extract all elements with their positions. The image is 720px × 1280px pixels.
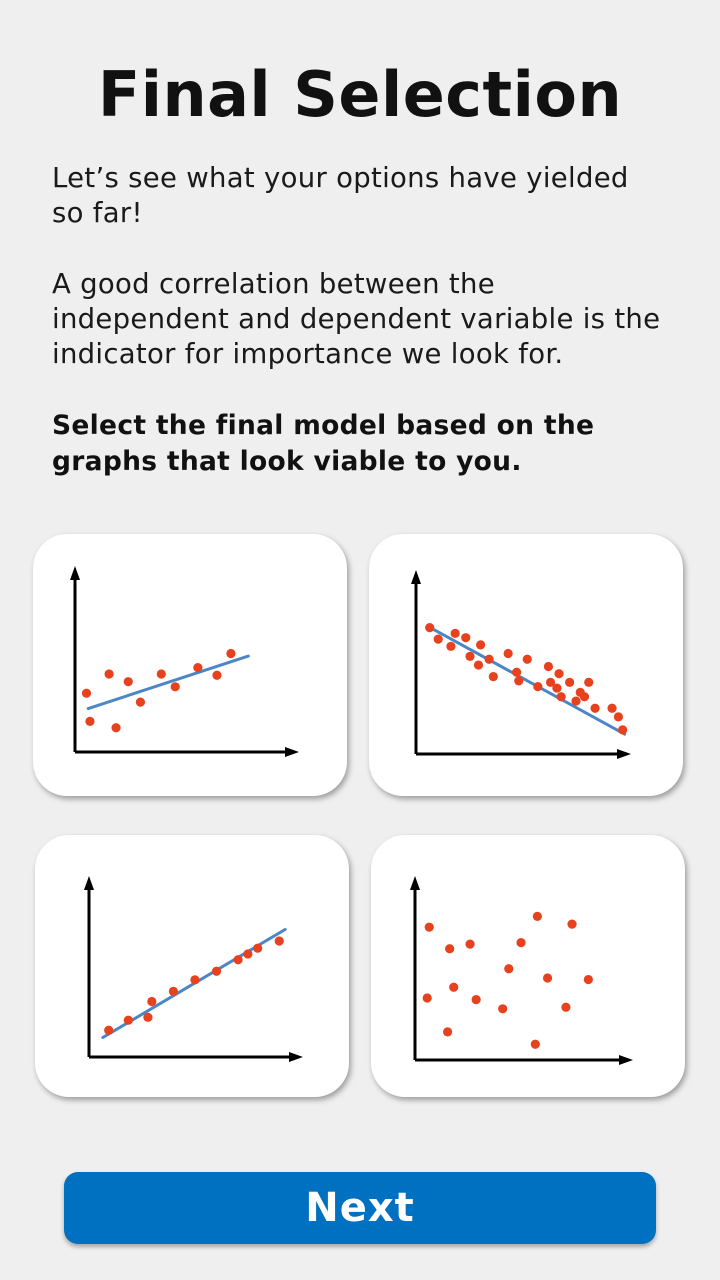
next-button[interactable]: Next xyxy=(64,1172,656,1244)
data-point xyxy=(147,996,157,1007)
data-point xyxy=(571,696,581,706)
data-point xyxy=(274,936,284,946)
data-point xyxy=(618,725,628,735)
data-point xyxy=(503,648,513,659)
data-point xyxy=(211,966,222,976)
data-point xyxy=(465,651,475,661)
data-point xyxy=(512,667,522,677)
data-point xyxy=(424,922,434,932)
data-point xyxy=(123,1015,133,1025)
data-point xyxy=(471,994,481,1005)
data-point xyxy=(473,660,484,670)
data-point xyxy=(498,1004,508,1014)
trend-line xyxy=(86,654,250,711)
graph-option-4[interactable] xyxy=(371,835,685,1097)
data-point xyxy=(607,703,617,713)
x-axis-arrow xyxy=(619,1055,633,1065)
data-point xyxy=(533,682,543,692)
data-point xyxy=(556,692,566,702)
data-point xyxy=(579,692,590,702)
y-axis-arrow xyxy=(70,566,80,580)
data-point xyxy=(545,677,556,687)
data-point xyxy=(433,634,443,644)
instruction-text: Select the final model based on the grap… xyxy=(52,410,595,477)
data-point xyxy=(156,669,166,679)
data-point xyxy=(104,1025,114,1035)
data-point xyxy=(446,641,456,651)
data-point xyxy=(450,628,460,638)
data-point xyxy=(461,633,471,643)
data-point xyxy=(170,682,180,692)
data-point xyxy=(135,697,146,707)
data-point xyxy=(504,964,514,974)
graph-option-3[interactable] xyxy=(35,835,349,1097)
data-point xyxy=(425,623,435,633)
data-point xyxy=(449,982,459,992)
data-point xyxy=(445,944,455,954)
data-point xyxy=(543,661,554,672)
data-point xyxy=(530,1039,540,1049)
data-point xyxy=(514,676,524,686)
scatter-plot-1 xyxy=(70,566,299,757)
data-point xyxy=(554,669,564,679)
data-point xyxy=(565,677,575,687)
data-point xyxy=(193,663,203,673)
graph-option-1[interactable] xyxy=(33,534,347,796)
data-point xyxy=(476,640,486,650)
data-point xyxy=(253,943,263,953)
data-point xyxy=(85,716,95,726)
x-axis-arrow xyxy=(285,747,299,757)
x-axis-arrow xyxy=(617,749,631,759)
data-point xyxy=(104,669,114,679)
data-point xyxy=(542,973,553,983)
data-point xyxy=(484,654,494,664)
data-point xyxy=(226,648,236,659)
data-point xyxy=(522,654,532,664)
data-point xyxy=(584,677,594,687)
data-point xyxy=(516,937,526,948)
y-axis-arrow xyxy=(84,876,94,890)
x-axis-arrow xyxy=(289,1052,303,1062)
data-point xyxy=(422,993,432,1003)
data-point xyxy=(488,671,498,682)
data-point xyxy=(212,670,222,680)
data-point xyxy=(81,688,92,698)
data-point xyxy=(143,1012,153,1022)
trend-line xyxy=(426,624,627,736)
data-point xyxy=(243,949,253,959)
scatter-plot-2 xyxy=(411,570,631,759)
intro-text: Let’s see what your options have yielded… xyxy=(52,162,629,229)
explanation-text: A good correlation between the independe… xyxy=(52,268,661,370)
scatter-plot-4 xyxy=(410,876,633,1065)
data-point xyxy=(123,677,133,687)
graph-option-2[interactable] xyxy=(369,534,683,796)
data-point xyxy=(567,919,577,929)
data-point xyxy=(190,975,200,985)
data-point xyxy=(613,712,623,722)
data-point xyxy=(443,1027,453,1037)
scatter-plot-3 xyxy=(84,876,303,1062)
data-point xyxy=(532,911,542,921)
data-point xyxy=(111,723,121,733)
data-point xyxy=(168,986,178,996)
page-title: Final Selection xyxy=(97,58,623,131)
data-point xyxy=(583,974,593,985)
y-axis-arrow xyxy=(410,876,420,890)
y-axis-arrow xyxy=(411,570,421,584)
data-point xyxy=(552,683,562,693)
data-point xyxy=(465,939,475,949)
data-point xyxy=(561,1002,571,1012)
data-point xyxy=(233,955,243,965)
data-point xyxy=(590,703,600,713)
